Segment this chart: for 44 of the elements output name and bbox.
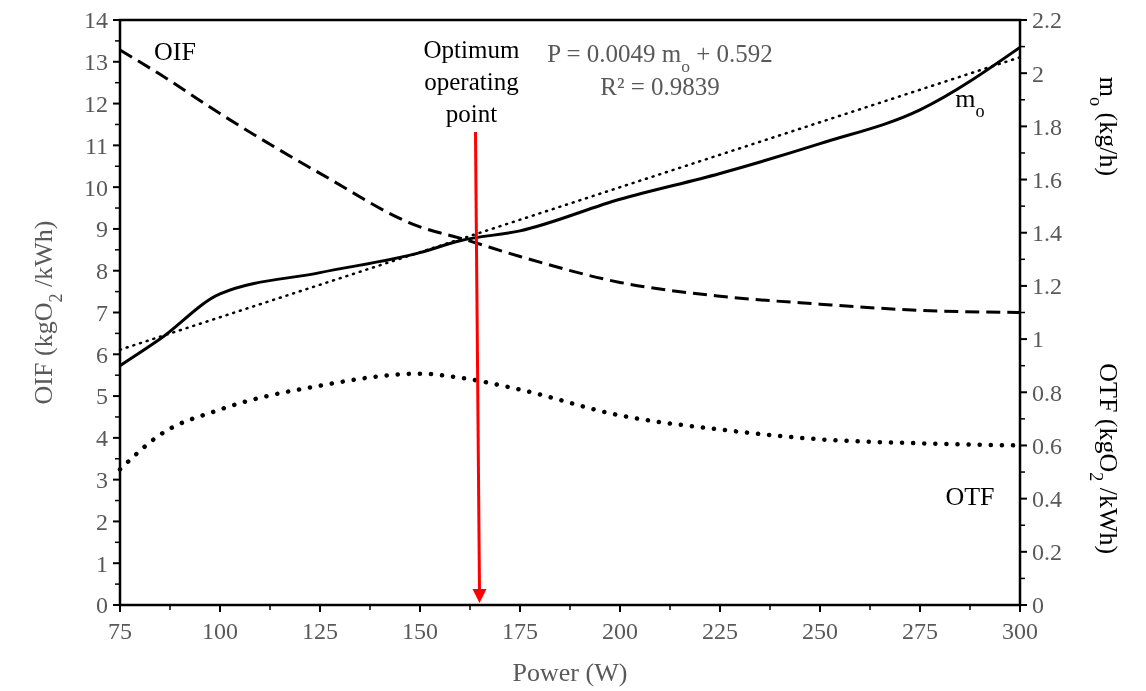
x-tick-label: 300: [1002, 618, 1038, 644]
x-tick-label: 100: [202, 618, 238, 644]
annotation: P = 0.0049 m$_{o}$ + 0.592: [547, 40, 773, 76]
y-tick-label: 9: [96, 216, 108, 243]
series-label: OIF: [154, 37, 196, 67]
y-tick-label: 3: [96, 467, 108, 494]
y2-tick-label: 2: [1032, 60, 1044, 87]
y2-tick-label: 0.8: [1032, 379, 1062, 406]
y-tick-label: 13: [84, 49, 108, 76]
y-tick-label: 11: [84, 132, 108, 159]
y-tick-label: 12: [84, 90, 108, 117]
y-tick-label: 2: [96, 508, 108, 535]
y2-tick-label: 1.8: [1032, 113, 1062, 140]
y2-tick-label: 1.4: [1032, 220, 1062, 247]
y-tick-label: 5: [96, 383, 108, 410]
y2-tick-label: 0.4: [1032, 486, 1062, 513]
y-tick-label: 1: [96, 550, 108, 577]
y-tick-label: 8: [96, 258, 108, 285]
x-tick-label: 75: [108, 618, 132, 644]
x-tick-label: 175: [502, 618, 538, 644]
y2-tick-label: 2.2: [1032, 7, 1062, 34]
y2-tick-label: 0.2: [1032, 539, 1062, 566]
series-label: m$_{o}$: [955, 84, 985, 122]
x-tick-label: 150: [402, 618, 438, 644]
y-tick-label: 10: [84, 174, 108, 201]
y2-tick-label: 1: [1032, 326, 1044, 353]
y2-tick-label: 1.2: [1032, 273, 1062, 300]
annotation: Optimum operating point: [423, 36, 520, 127]
x-tick-label: 250: [802, 618, 838, 644]
series-label: OTF: [945, 482, 995, 512]
x-tick-label: 275: [902, 618, 938, 644]
y-tick-label: 0: [96, 592, 108, 619]
y-tick-label: 6: [96, 341, 108, 368]
y2-tick-label: 0.6: [1032, 432, 1062, 459]
x-tick-label: 200: [602, 618, 638, 644]
y2-tick-label: 1.6: [1032, 166, 1062, 193]
y2-tick-label: 0: [1032, 592, 1044, 619]
x-tick-label: 225: [702, 618, 738, 644]
x-tick-label: 125: [302, 618, 338, 644]
y-tick-label: 7: [96, 299, 108, 326]
annotation: R² = 0.9839: [600, 73, 720, 100]
y-tick-label: 4: [96, 425, 108, 452]
y-tick-label: 14: [84, 7, 108, 34]
x-axis-title: Power (W): [512, 658, 628, 687]
